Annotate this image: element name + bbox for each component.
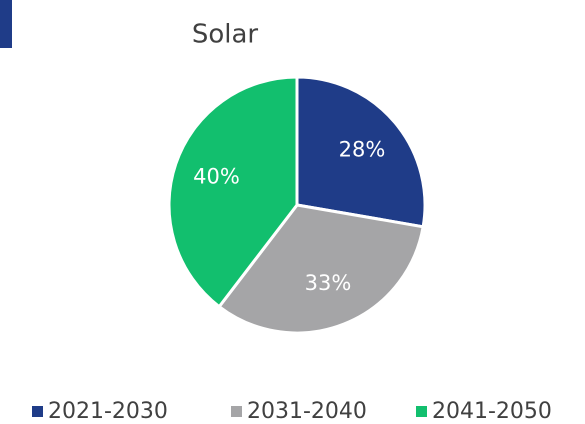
accent-bar — [0, 0, 12, 48]
legend-label: 2031-2040 — [247, 399, 367, 424]
legend-marker — [32, 406, 43, 417]
legend-label: 2021-2030 — [48, 399, 168, 424]
chart-title: Solar — [192, 20, 259, 50]
data-label: 33% — [305, 271, 352, 295]
legend-marker — [416, 406, 427, 417]
pie-slice — [295, 75, 427, 229]
legend-label: 2041-2050 — [432, 399, 552, 424]
legend-marker — [231, 406, 242, 417]
pie-slice — [167, 75, 299, 309]
pie-slice — [217, 203, 425, 335]
data-label: 40% — [193, 165, 240, 189]
data-label: 28% — [339, 137, 386, 161]
